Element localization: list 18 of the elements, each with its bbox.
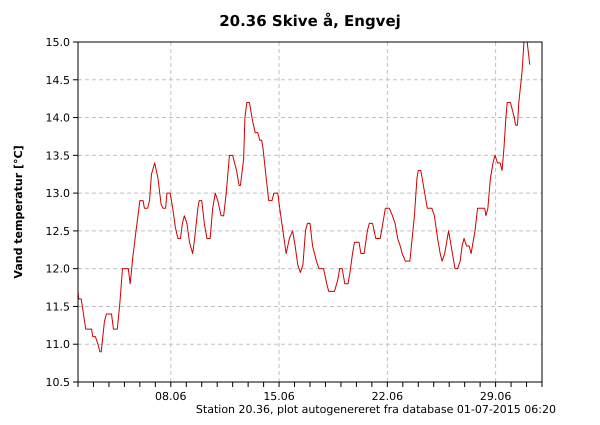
x-tick-label: 29.06 — [480, 390, 512, 403]
line-series — [78, 42, 530, 352]
y-tick-label: 10.5 — [46, 376, 70, 389]
text: Station 20.36, plot autogenereret fra database 01-07-2015 06:20 — [196, 403, 556, 416]
y-axis-title: Vand temperatur [°C] — [12, 145, 25, 279]
y-tick-label: 11.0 — [46, 338, 70, 352]
y-tick-label: 14.0 — [46, 112, 70, 125]
y-tick-label: 13.0 — [46, 187, 70, 200]
x-tick-label: 08.06 — [155, 390, 187, 403]
x-tick-label: 22.06 — [372, 390, 404, 403]
chart-title: 20.36 Skive å, Engvej — [219, 12, 401, 30]
x-tick-label: 15.06 — [263, 390, 295, 403]
y-tick-label: 11.5 — [46, 300, 70, 314]
y-tick-label: 12.0 — [46, 262, 70, 276]
y-tick-label: 14.5 — [46, 74, 70, 87]
y-tick-label: 12.5 — [46, 224, 70, 238]
y-tick-label: 13.5 — [46, 149, 70, 162]
y-tick-label: 15.0 — [46, 36, 70, 49]
